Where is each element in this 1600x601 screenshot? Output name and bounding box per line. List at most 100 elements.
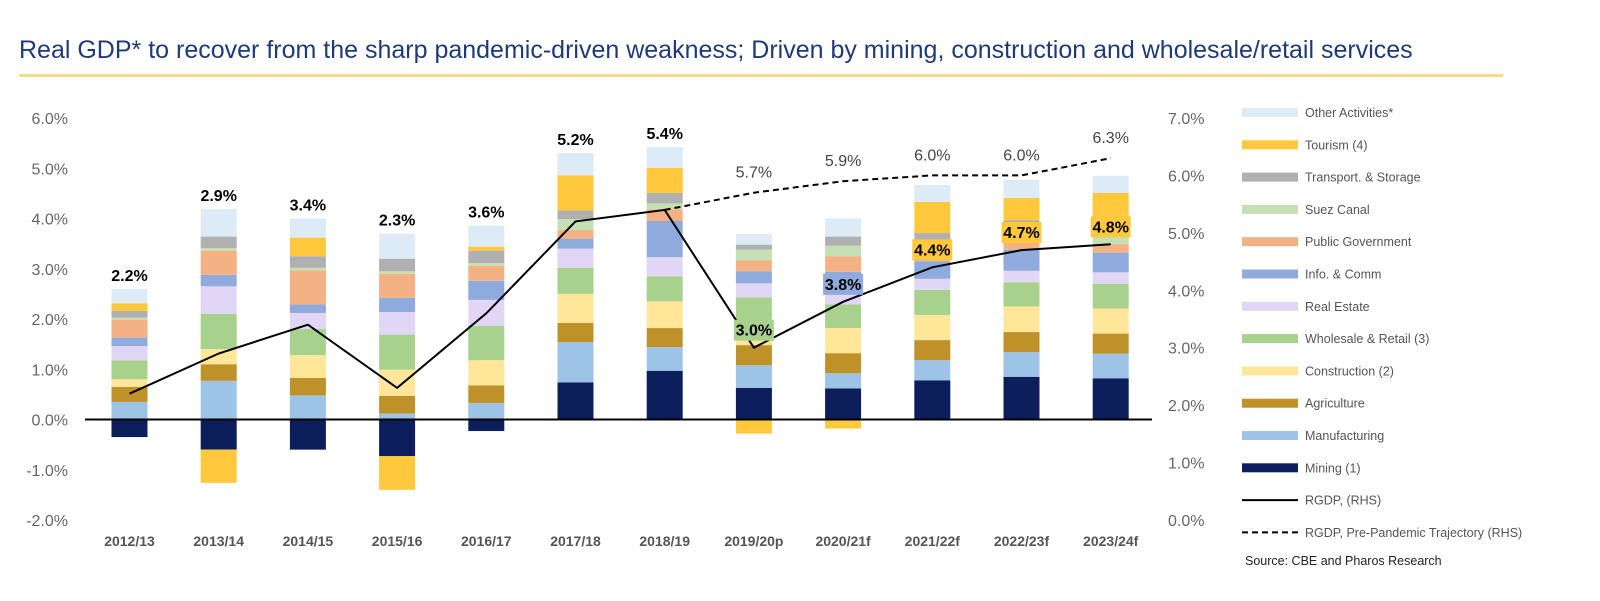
legend-swatch-wholesale-retail-3 <box>1242 334 1298 344</box>
left-tick-2-0: 2.0% <box>32 312 68 329</box>
legend-label-public-government: Public Government <box>1305 235 1412 249</box>
bar-mining-1-2012-13 <box>111 419 148 438</box>
right-tick-7-0: 7.0% <box>1168 111 1204 128</box>
bar-suez-canal-2012-13 <box>111 317 148 321</box>
left-tick-3-0: 3.0% <box>32 262 68 279</box>
bar-public-government-2020-21f <box>825 256 862 272</box>
bar-real-estate-2018-19 <box>646 257 683 277</box>
rgdp-label-2014-15: 3.4% <box>290 198 326 215</box>
legend-swatch-agriculture <box>1242 398 1298 408</box>
bar-info-comm-2015-16 <box>379 297 416 312</box>
bar-public-government-2018-19 <box>646 209 683 222</box>
legend-label-transport-storage: Transport. & Storage <box>1305 171 1421 185</box>
right-tick-1-0: 1.0% <box>1168 456 1204 473</box>
bar-transport-storage-2015-16 <box>379 258 416 272</box>
bar-transport-storage-2020-21f <box>825 236 862 246</box>
bar-agriculture-2013-14 <box>200 364 237 381</box>
legend-swatch-suez-canal <box>1242 204 1298 214</box>
bar-agriculture-2020-21f <box>825 353 862 374</box>
bar-wholesale-retail-3-2018-19 <box>646 276 683 302</box>
bar-wholesale-retail-3-2012-13 <box>111 360 148 380</box>
bar-mining-1-2021-22f <box>914 380 951 420</box>
bar-construction-2-2013-14 <box>200 349 237 365</box>
bar-real-estate-2023-24f <box>1092 272 1129 284</box>
bar-wholesale-retail-3-2022-23f <box>1003 282 1040 307</box>
bar-manufacturing-2018-19 <box>646 347 683 371</box>
bar-manufacturing-2012-13 <box>111 401 148 420</box>
bar-mining-1-2018-19 <box>646 370 683 420</box>
bar-construction-2-2018-19 <box>646 301 683 329</box>
bar-tourism-4-2016-17 <box>468 246 505 251</box>
bar-real-estate-2012-13 <box>111 346 148 361</box>
legend-label-suez-canal: Suez Canal <box>1305 203 1370 217</box>
bar-construction-2-2023-24f <box>1092 308 1129 334</box>
legend-label-rgdp-pre-pandemic-trajectory-rhs: RGDP, Pre-Pandemic Trajectory (RHS) <box>1305 526 1522 540</box>
bar-mining-1-2017-18 <box>557 382 594 420</box>
bar-info-comm-2013-14 <box>200 274 237 287</box>
legend-swatch-tourism-4 <box>1242 140 1298 150</box>
bar-tourism-4-2014-15 <box>289 237 326 257</box>
left-tick-1-0: -1.0% <box>26 463 68 480</box>
legend-swatch-public-government <box>1242 237 1298 247</box>
category-2012-13: 2012/13 <box>104 533 155 549</box>
bar-wholesale-retail-3-2017-18 <box>557 267 594 294</box>
category-2013-14: 2013/14 <box>193 533 244 549</box>
bar-tourism-4-2017-18 <box>557 175 594 211</box>
line-rgdp-pre-pandemic-trajectory-rhs <box>664 157 1111 211</box>
bar-mining-1-2014-15 <box>289 419 326 450</box>
bar-tourism-4-2018-19 <box>646 167 683 193</box>
bar-tourism-4-2012-13 <box>111 303 148 311</box>
bar-suez-canal-2013-14 <box>200 248 237 251</box>
bar-info-comm-2012-13 <box>111 337 148 347</box>
category-2021-22f: 2021/22f <box>905 533 961 549</box>
title-underline <box>19 74 1503 77</box>
bar-transport-storage-2012-13 <box>111 310 148 318</box>
bar-construction-2-2014-15 <box>289 355 326 378</box>
bar-info-comm-2022-23f <box>1003 249 1040 271</box>
bar-manufacturing-2015-16 <box>379 413 416 420</box>
bar-real-estate-2015-16 <box>379 311 416 335</box>
bar-public-government-2015-16 <box>379 273 416 298</box>
bar-info-comm-2019-20p <box>735 271 772 284</box>
rgdp-label-2012-13: 2.2% <box>111 268 147 285</box>
bar-suez-canal-2015-16 <box>379 271 416 274</box>
label-bg-2019-20p <box>733 319 774 341</box>
bar-construction-2-2021-22f <box>914 314 951 341</box>
right-tick-0-0: 0.0% <box>1168 513 1204 530</box>
bar-transport-storage-2016-17 <box>468 250 505 264</box>
rgdp-label-2023-24f: 4.8% <box>1092 219 1128 236</box>
bar-other-activities-2012-13 <box>111 288 148 304</box>
bar-wholesale-retail-3-2016-17 <box>468 326 505 361</box>
right-tick-6-0: 6.0% <box>1168 168 1204 185</box>
bar-info-comm-2016-17 <box>468 280 505 300</box>
bar-transport-storage-2017-18 <box>557 210 594 220</box>
rgdp-label-2013-14: 2.9% <box>200 188 236 205</box>
rgdp-label-2016-17: 3.6% <box>468 205 504 222</box>
trajectory-label-2022-23f: 6.0% <box>1003 147 1039 164</box>
bar-real-estate-2017-18 <box>557 248 594 268</box>
bar-agriculture-2015-16 <box>379 395 416 414</box>
bar-public-government-2017-18 <box>557 230 594 239</box>
bar-construction-2-2016-17 <box>468 360 505 386</box>
bar-info-comm-2018-19 <box>646 221 683 258</box>
bar-public-government-2023-24f <box>1092 244 1129 253</box>
label-bg-2021-22f <box>912 239 953 261</box>
right-tick-4-0: 4.0% <box>1168 283 1204 300</box>
legend-swatch-other-activities <box>1242 108 1298 117</box>
bar-tourism-4-2013-14 <box>200 449 237 483</box>
bar-info-comm-2017-18 <box>557 238 594 249</box>
bar-construction-2-2012-13 <box>111 379 148 387</box>
bar-other-activities-2016-17 <box>468 225 505 247</box>
bar-mining-1-2022-23f <box>1003 376 1040 420</box>
bar-tourism-4-2015-16 <box>379 456 416 490</box>
bar-suez-canal-2020-21f <box>825 245 862 257</box>
left-tick-6-0: 6.0% <box>32 111 68 128</box>
bar-public-government-2016-17 <box>468 265 505 281</box>
category-2018-19: 2018/19 <box>639 533 690 549</box>
bar-mining-1-2015-16 <box>379 419 416 457</box>
bar-mining-1-2020-21f <box>825 388 862 420</box>
bar-suez-canal-2016-17 <box>468 263 505 266</box>
bar-agriculture-2021-22f <box>914 340 951 361</box>
bar-wholesale-retail-3-2015-16 <box>379 334 416 370</box>
